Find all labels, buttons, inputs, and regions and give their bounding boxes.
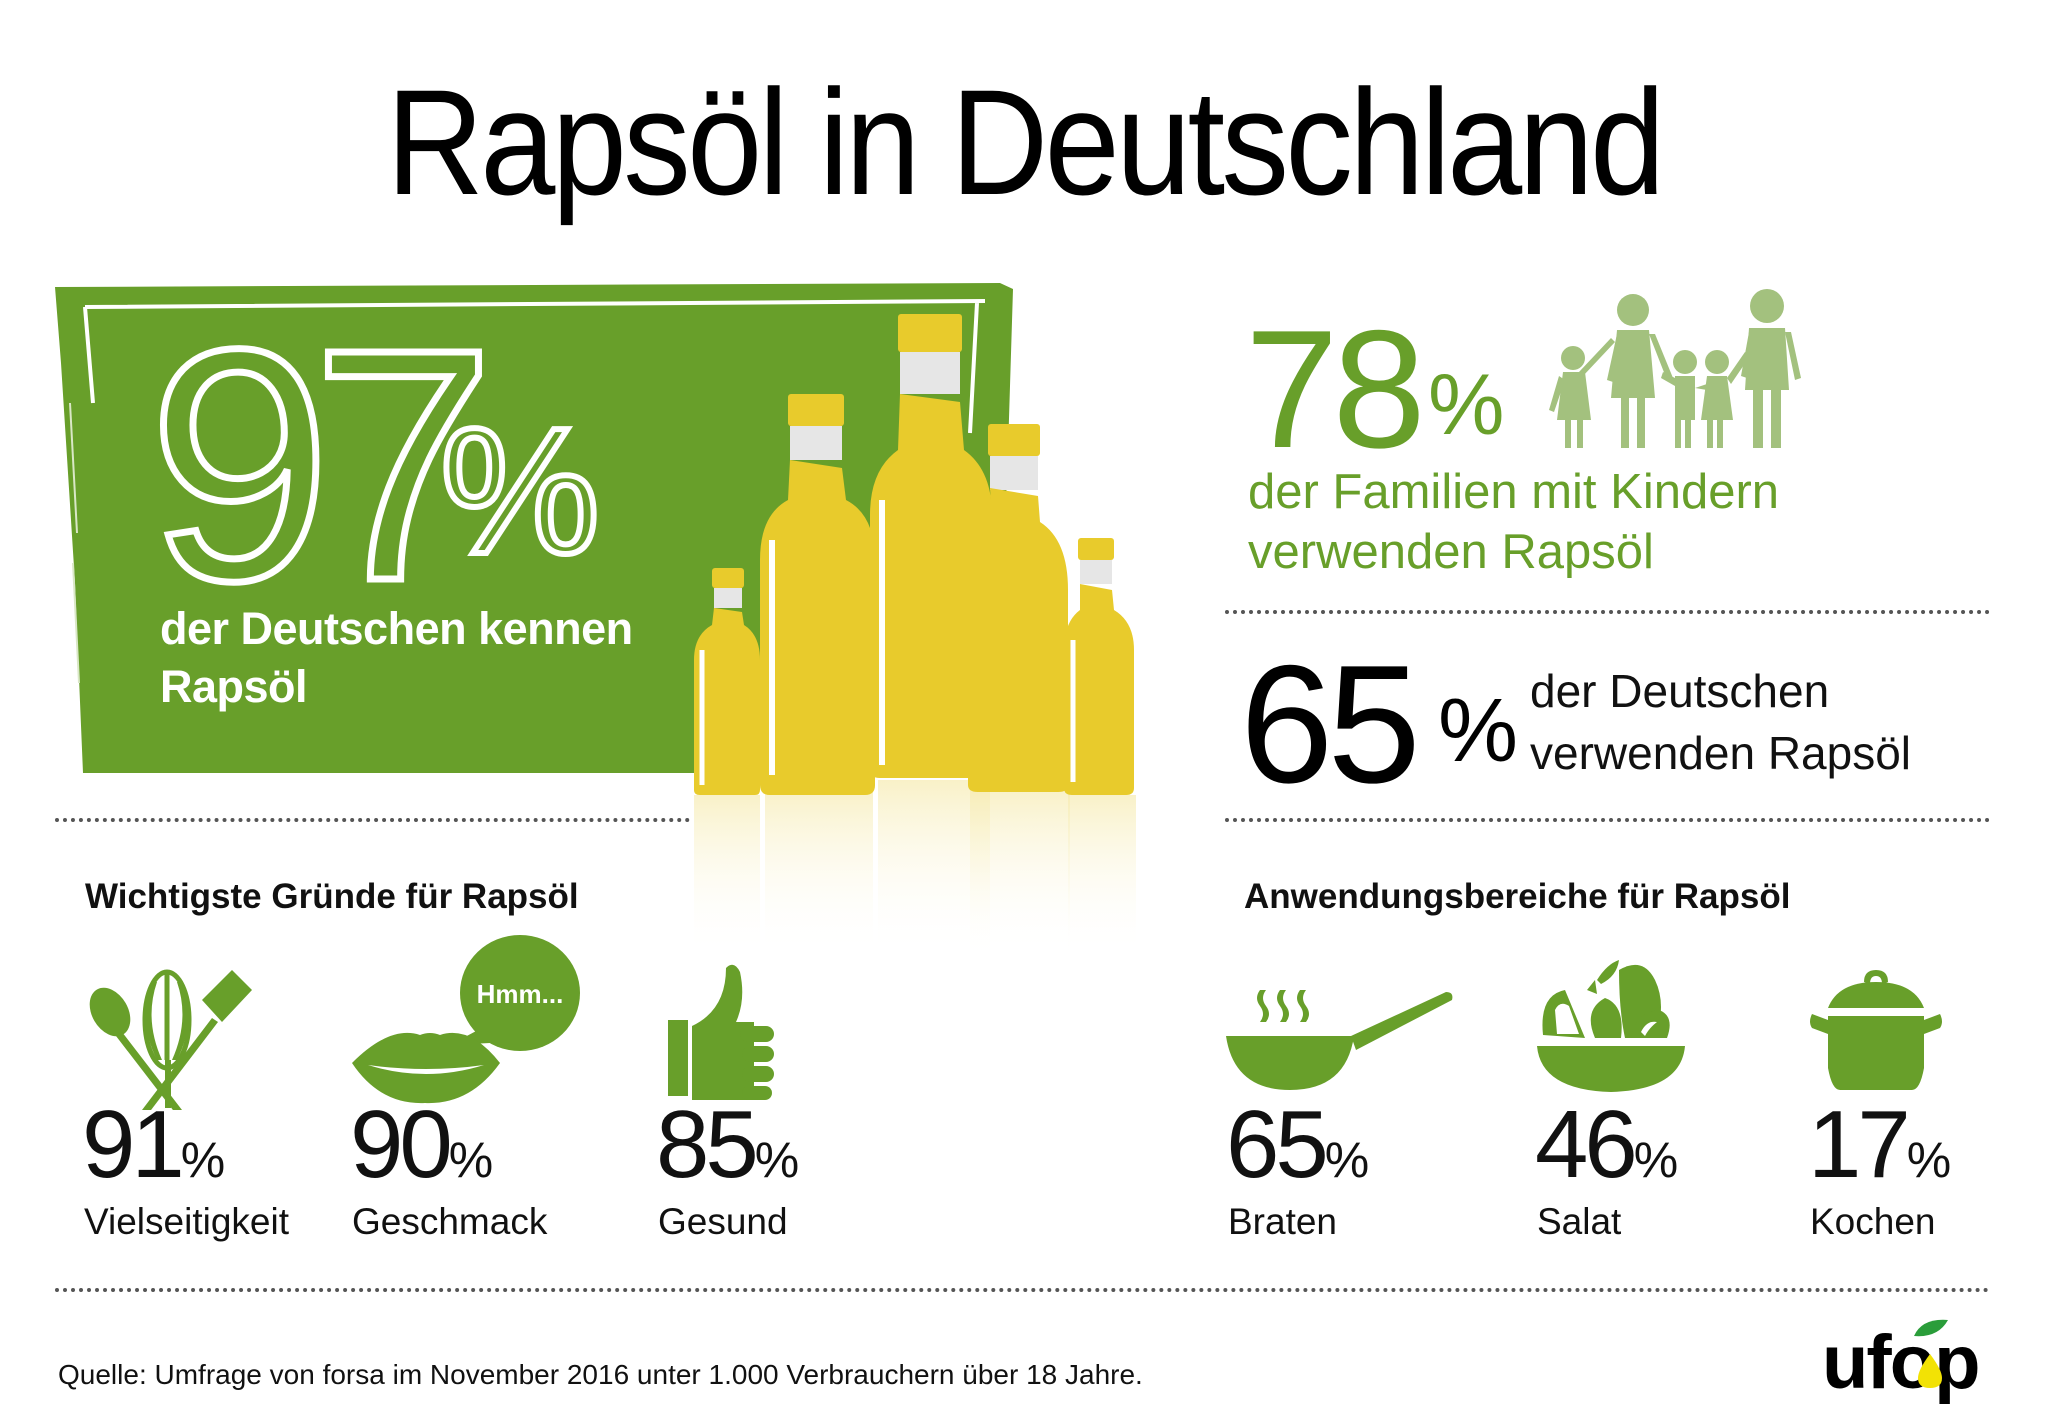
bottle-medium-left bbox=[760, 394, 875, 795]
awareness-text: der Deutschen kennen Rapsöl bbox=[160, 603, 633, 712]
reason-label: Vielseitigkeit bbox=[84, 1201, 289, 1242]
application-value: 17% bbox=[1808, 1095, 1951, 1210]
oil-bottles-illustration bbox=[694, 314, 1136, 955]
reasons-heading: Wichtigste Gründe für Rapsöl bbox=[85, 877, 579, 916]
families-unit: % bbox=[1428, 357, 1505, 453]
application-number: 46 bbox=[1535, 1091, 1638, 1198]
kitchen-utensils-icon bbox=[89, 969, 252, 1110]
divider bbox=[55, 818, 690, 822]
usage-unit: % bbox=[1438, 681, 1519, 781]
reason-number: 91 bbox=[82, 1091, 185, 1198]
reason-value: 85% bbox=[656, 1095, 799, 1210]
oil-drop-icon bbox=[1918, 1354, 1942, 1388]
application-number: 17 bbox=[1808, 1091, 1911, 1198]
usage-text: der Deutschen verwenden Rapsöl bbox=[1530, 660, 1911, 784]
reason-label: Gesund bbox=[658, 1201, 788, 1242]
application-number: 65 bbox=[1226, 1091, 1329, 1198]
awareness-unit: % bbox=[437, 391, 603, 592]
source-note: Quelle: Umfrage von forsa im November 20… bbox=[58, 1359, 1143, 1390]
reason-value: 90% bbox=[350, 1095, 493, 1210]
applications-heading: Anwendungsbereiche für Rapsöl bbox=[1244, 877, 1791, 916]
divider bbox=[55, 1288, 1990, 1292]
usage-value: 65 bbox=[1240, 630, 1421, 818]
logo-text: ufop bbox=[1822, 1320, 1979, 1405]
frying-pan-icon bbox=[1226, 990, 1453, 1090]
reason-number: 85 bbox=[656, 1091, 759, 1198]
bottle-small-right bbox=[1064, 538, 1134, 795]
reason-number: 90 bbox=[350, 1091, 453, 1198]
leaf-icon bbox=[1914, 1319, 1948, 1337]
application-label: Kochen bbox=[1810, 1201, 1936, 1242]
page-title: Rapsöl in Deutschland bbox=[386, 58, 1665, 226]
families-text-line1: der Familien mit Kindern bbox=[1248, 465, 1780, 519]
bottle-reflection bbox=[694, 795, 760, 955]
bottle-reflection bbox=[1068, 795, 1136, 955]
application-value: 65% bbox=[1226, 1095, 1369, 1210]
application-label: Salat bbox=[1537, 1201, 1622, 1242]
divider bbox=[1225, 610, 1990, 614]
family-icon bbox=[1549, 289, 1801, 448]
bottle-reflection bbox=[765, 790, 873, 955]
percent-sign: % bbox=[1906, 1132, 1952, 1188]
percent-sign: % bbox=[448, 1132, 494, 1188]
reason-label: Geschmack bbox=[352, 1201, 548, 1242]
thumbs-up-icon bbox=[668, 964, 774, 1100]
ufop-logo: ufop bbox=[1822, 1319, 1981, 1405]
families-text-line2: verwenden Rapsöl bbox=[1248, 525, 1654, 579]
application-value: 46% bbox=[1535, 1095, 1678, 1210]
bottle-tall-center bbox=[870, 314, 992, 778]
divider bbox=[1225, 818, 1990, 822]
families-text: der Familien mit Kindern verwenden Rapsö… bbox=[1248, 462, 1779, 582]
bottle-medium-right bbox=[968, 424, 1068, 792]
speech-bubble-text: Hmm... bbox=[477, 979, 564, 1009]
families-value: 78 bbox=[1245, 295, 1426, 483]
reason-value: 91% bbox=[82, 1095, 225, 1210]
lips-speech-bubble-icon: Hmm... bbox=[352, 935, 580, 1104]
percent-sign: % bbox=[1324, 1132, 1370, 1188]
bottle-small-left bbox=[694, 568, 760, 795]
percent-sign: % bbox=[1633, 1132, 1679, 1188]
cooking-pot-icon bbox=[1810, 970, 1942, 1090]
application-label: Braten bbox=[1228, 1201, 1338, 1242]
usage-text-line1: der Deutschen bbox=[1530, 665, 1830, 717]
awareness-value: 97 bbox=[144, 280, 498, 649]
percent-sign: % bbox=[180, 1132, 226, 1188]
percent-sign: % bbox=[754, 1132, 800, 1188]
salad-bowl-icon bbox=[1537, 960, 1685, 1092]
usage-text-line2: verwenden Rapsöl bbox=[1530, 727, 1912, 779]
bottle-reflection bbox=[970, 790, 1070, 955]
